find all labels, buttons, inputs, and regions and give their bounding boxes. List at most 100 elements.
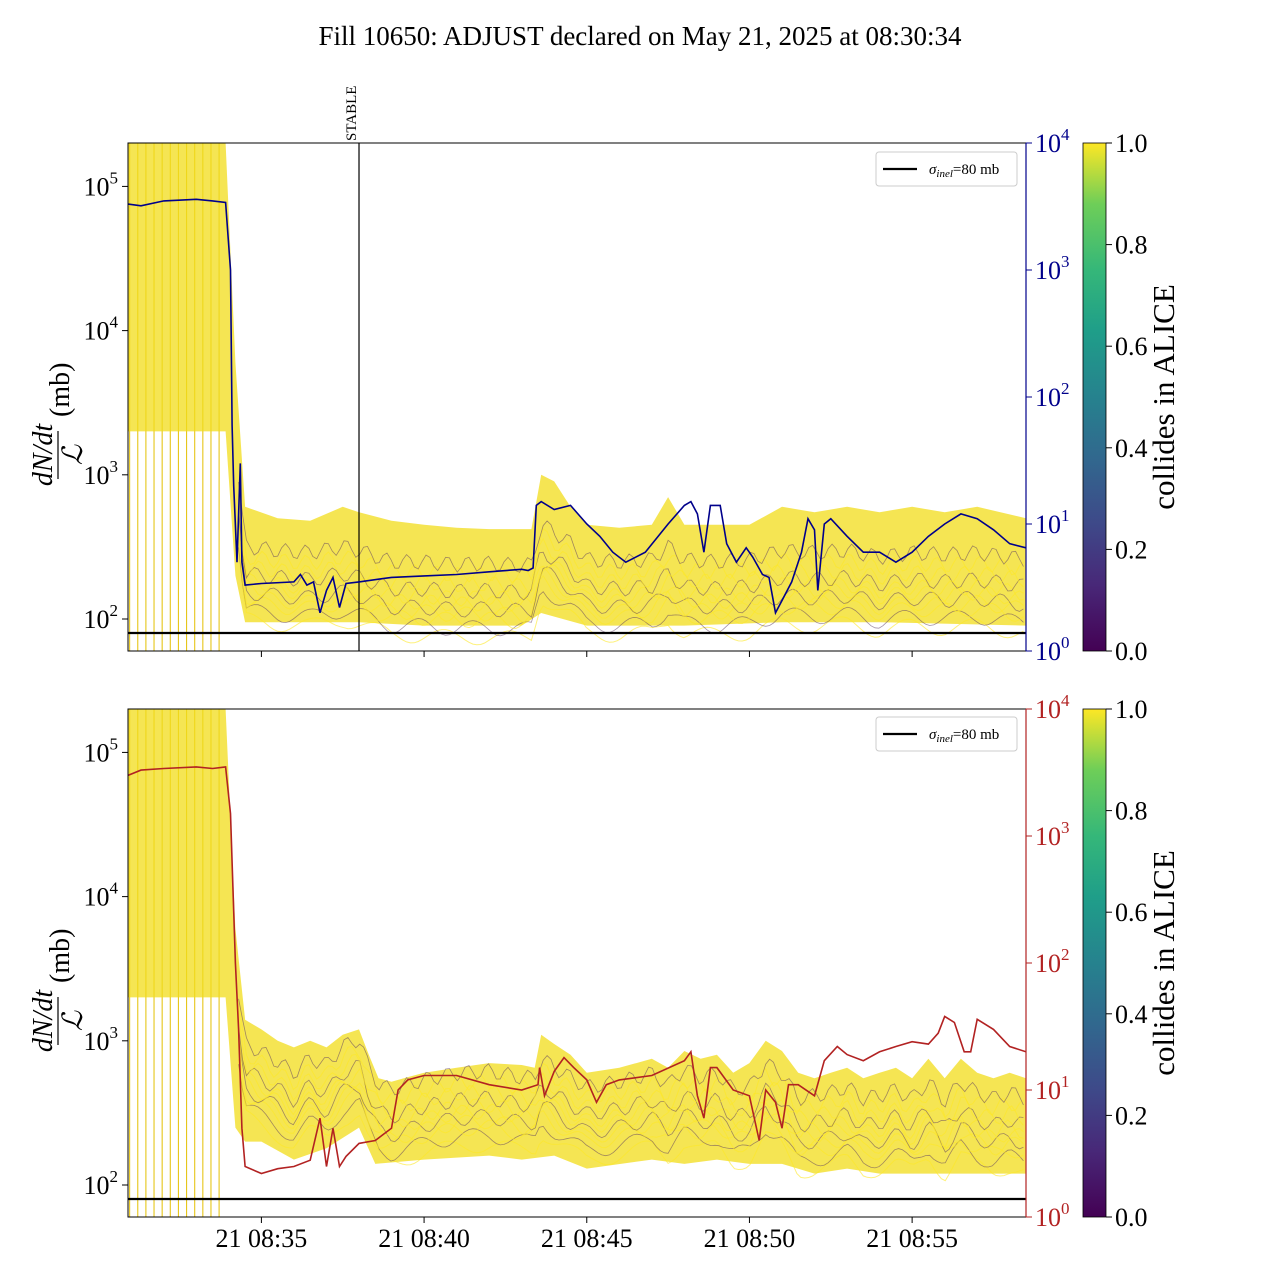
bottom-legend-box xyxy=(875,716,1018,752)
top-bunch-trace xyxy=(238,517,1024,618)
top-ytick-label: 105 xyxy=(84,168,119,201)
top-y2tick-label: 102 xyxy=(1035,379,1070,412)
bot-xtick-label: 21 08:35 xyxy=(216,1224,308,1253)
bot-y2tick-exp: 2 xyxy=(1061,945,1070,964)
top-ytick-label: 103 xyxy=(84,457,119,490)
bot-y2tick-exp: 0 xyxy=(1061,1199,1070,1218)
bot-y2tick-base: 10 xyxy=(1035,695,1061,724)
top-bunch-trace xyxy=(238,547,1024,646)
top-colorbar-label: collides in ALICE xyxy=(1146,284,1181,510)
bot-xtick-label: 21 08:40 xyxy=(378,1224,470,1253)
bot-cbtick-label: 0.0 xyxy=(1115,1203,1148,1232)
top-y2tick-base: 10 xyxy=(1035,637,1061,666)
top-ylabel-numerator: dN/dt xyxy=(28,423,59,486)
top-bunch-trace xyxy=(238,481,1024,573)
top-y2tick-label: 100 xyxy=(1035,633,1070,666)
bot-xtick-label: 21 08:55 xyxy=(866,1224,958,1253)
top-y2tick-base: 10 xyxy=(1035,129,1061,158)
bot-cbtick-label: 1.0 xyxy=(1115,695,1148,724)
top-ytick-label: 104 xyxy=(84,313,119,346)
bottom-colorbar-ticks: 0.0 0.2 0.4 0.6 0.8 1.0 xyxy=(1106,695,1148,1232)
top-cbtick-label: 0.2 xyxy=(1115,535,1148,564)
top-ytick-base: 10 xyxy=(84,317,110,346)
top-legend: σinel=80 mb xyxy=(875,151,1018,187)
bottom-rate-band xyxy=(128,709,1026,1174)
top-y2tick-exp: 0 xyxy=(1061,633,1070,652)
top-colorbar-ticks: 0.0 0.2 0.4 0.6 0.8 1.0 xyxy=(1106,129,1148,666)
bot-y2tick-exp: 1 xyxy=(1061,1072,1070,1091)
bottom-plot-area xyxy=(128,709,1026,1217)
top-y2tick-exp: 4 xyxy=(1061,125,1070,144)
top-bunch-trace xyxy=(238,493,1024,593)
top-cbtick-label: 0.8 xyxy=(1115,231,1148,260)
top-ytick-exp: 3 xyxy=(110,457,119,476)
bot-ytick-exp: 2 xyxy=(110,1167,119,1186)
bot-ytick-exp: 5 xyxy=(110,734,119,753)
bot-ytick-exp: 3 xyxy=(110,1023,119,1042)
bot-ytick-label: 105 xyxy=(84,734,119,767)
bot-xtick-label: 21 08:50 xyxy=(704,1224,796,1253)
bot-bunch-trace xyxy=(238,1026,1024,1133)
bot-y2tick-base: 10 xyxy=(1035,949,1061,978)
bot-bunch-trace xyxy=(238,998,1024,1108)
bottom-legend: σinel=80 mb xyxy=(875,716,1018,752)
bot-bunch-trace xyxy=(238,1064,1024,1182)
bottom-legend-sub: inel xyxy=(936,733,953,745)
top-bunch-trace xyxy=(238,527,1024,624)
bot-ytick-base: 10 xyxy=(84,1171,110,1200)
top-y2tick-exp: 3 xyxy=(1061,252,1070,271)
top-legend-rest: =80 mb xyxy=(953,162,999,178)
bot-cbtick-label: 0.4 xyxy=(1115,1000,1148,1029)
top-rate-line xyxy=(128,198,1026,616)
bot-ytick-label: 102 xyxy=(84,1167,119,1200)
top-y2tick-exp: 2 xyxy=(1061,379,1070,398)
figure-title: Fill 10650: ADJUST declared on May 21, 2… xyxy=(319,21,962,51)
bot-bunch-trace xyxy=(238,1000,1024,1119)
bottom-colorbar-label: collides in ALICE xyxy=(1146,850,1181,1076)
top-legend-sigma: σ xyxy=(929,162,937,178)
bot-xtick-label: 21 08:45 xyxy=(541,1224,633,1253)
top-y2tick-base: 10 xyxy=(1035,383,1061,412)
top-y2tick-label: 103 xyxy=(1035,252,1070,285)
bot-bunch-trace xyxy=(238,1044,1024,1157)
bottom-ylabel-denominator: ℒ xyxy=(58,1010,89,1031)
bottom-ylabel-numerator: dN/dt xyxy=(28,989,59,1052)
top-y-axis-label: dN/dt ℒ (mb) xyxy=(28,363,89,487)
top-colorbar xyxy=(1082,142,1107,652)
bottom-legend-rest: =80 mb xyxy=(953,727,999,743)
bot-y2tick-label: 100 xyxy=(1035,1199,1070,1232)
bot-ytick-label: 104 xyxy=(84,879,119,912)
bot-y2tick-exp: 3 xyxy=(1061,818,1070,837)
top-bunch-traces xyxy=(238,481,1024,646)
bot-y2tick-label: 104 xyxy=(1035,691,1070,724)
top-ylabel-unit: (mb) xyxy=(45,363,76,417)
top-y2tick-label: 101 xyxy=(1035,506,1070,539)
top-y2tick-exp: 1 xyxy=(1061,506,1070,525)
bot-cbtick-label: 0.8 xyxy=(1115,797,1148,826)
top-cbtick-label: 0.4 xyxy=(1115,434,1148,463)
bot-bunch-trace xyxy=(238,1010,1024,1126)
bot-y2tick-label: 101 xyxy=(1035,1072,1070,1105)
top-legend-sub: inel xyxy=(936,168,953,180)
bot-y2tick-base: 10 xyxy=(1035,822,1061,851)
bot-ytick-label: 103 xyxy=(84,1023,119,1056)
bot-cbtick-label: 0.2 xyxy=(1115,1101,1148,1130)
top-plot-area xyxy=(128,143,1026,651)
top-bunch-trace xyxy=(238,483,1024,584)
bot-bunch-trace xyxy=(238,1033,1024,1153)
bot-y2tick-label: 103 xyxy=(1035,818,1070,851)
bottom-rate-line xyxy=(128,766,1026,1175)
top-ytick-base: 10 xyxy=(84,172,110,201)
bot-cbtick-label: 0.6 xyxy=(1115,898,1148,927)
top-ytick-base: 10 xyxy=(84,461,110,490)
top-cbtick-label: 1.0 xyxy=(1115,129,1148,158)
top-bunch-trace xyxy=(238,510,1024,601)
bottom-legend-label: σinel=80 mb xyxy=(929,727,999,745)
top-cbtick-label: 0.0 xyxy=(1115,637,1148,666)
top-ytick-exp: 2 xyxy=(110,601,119,620)
